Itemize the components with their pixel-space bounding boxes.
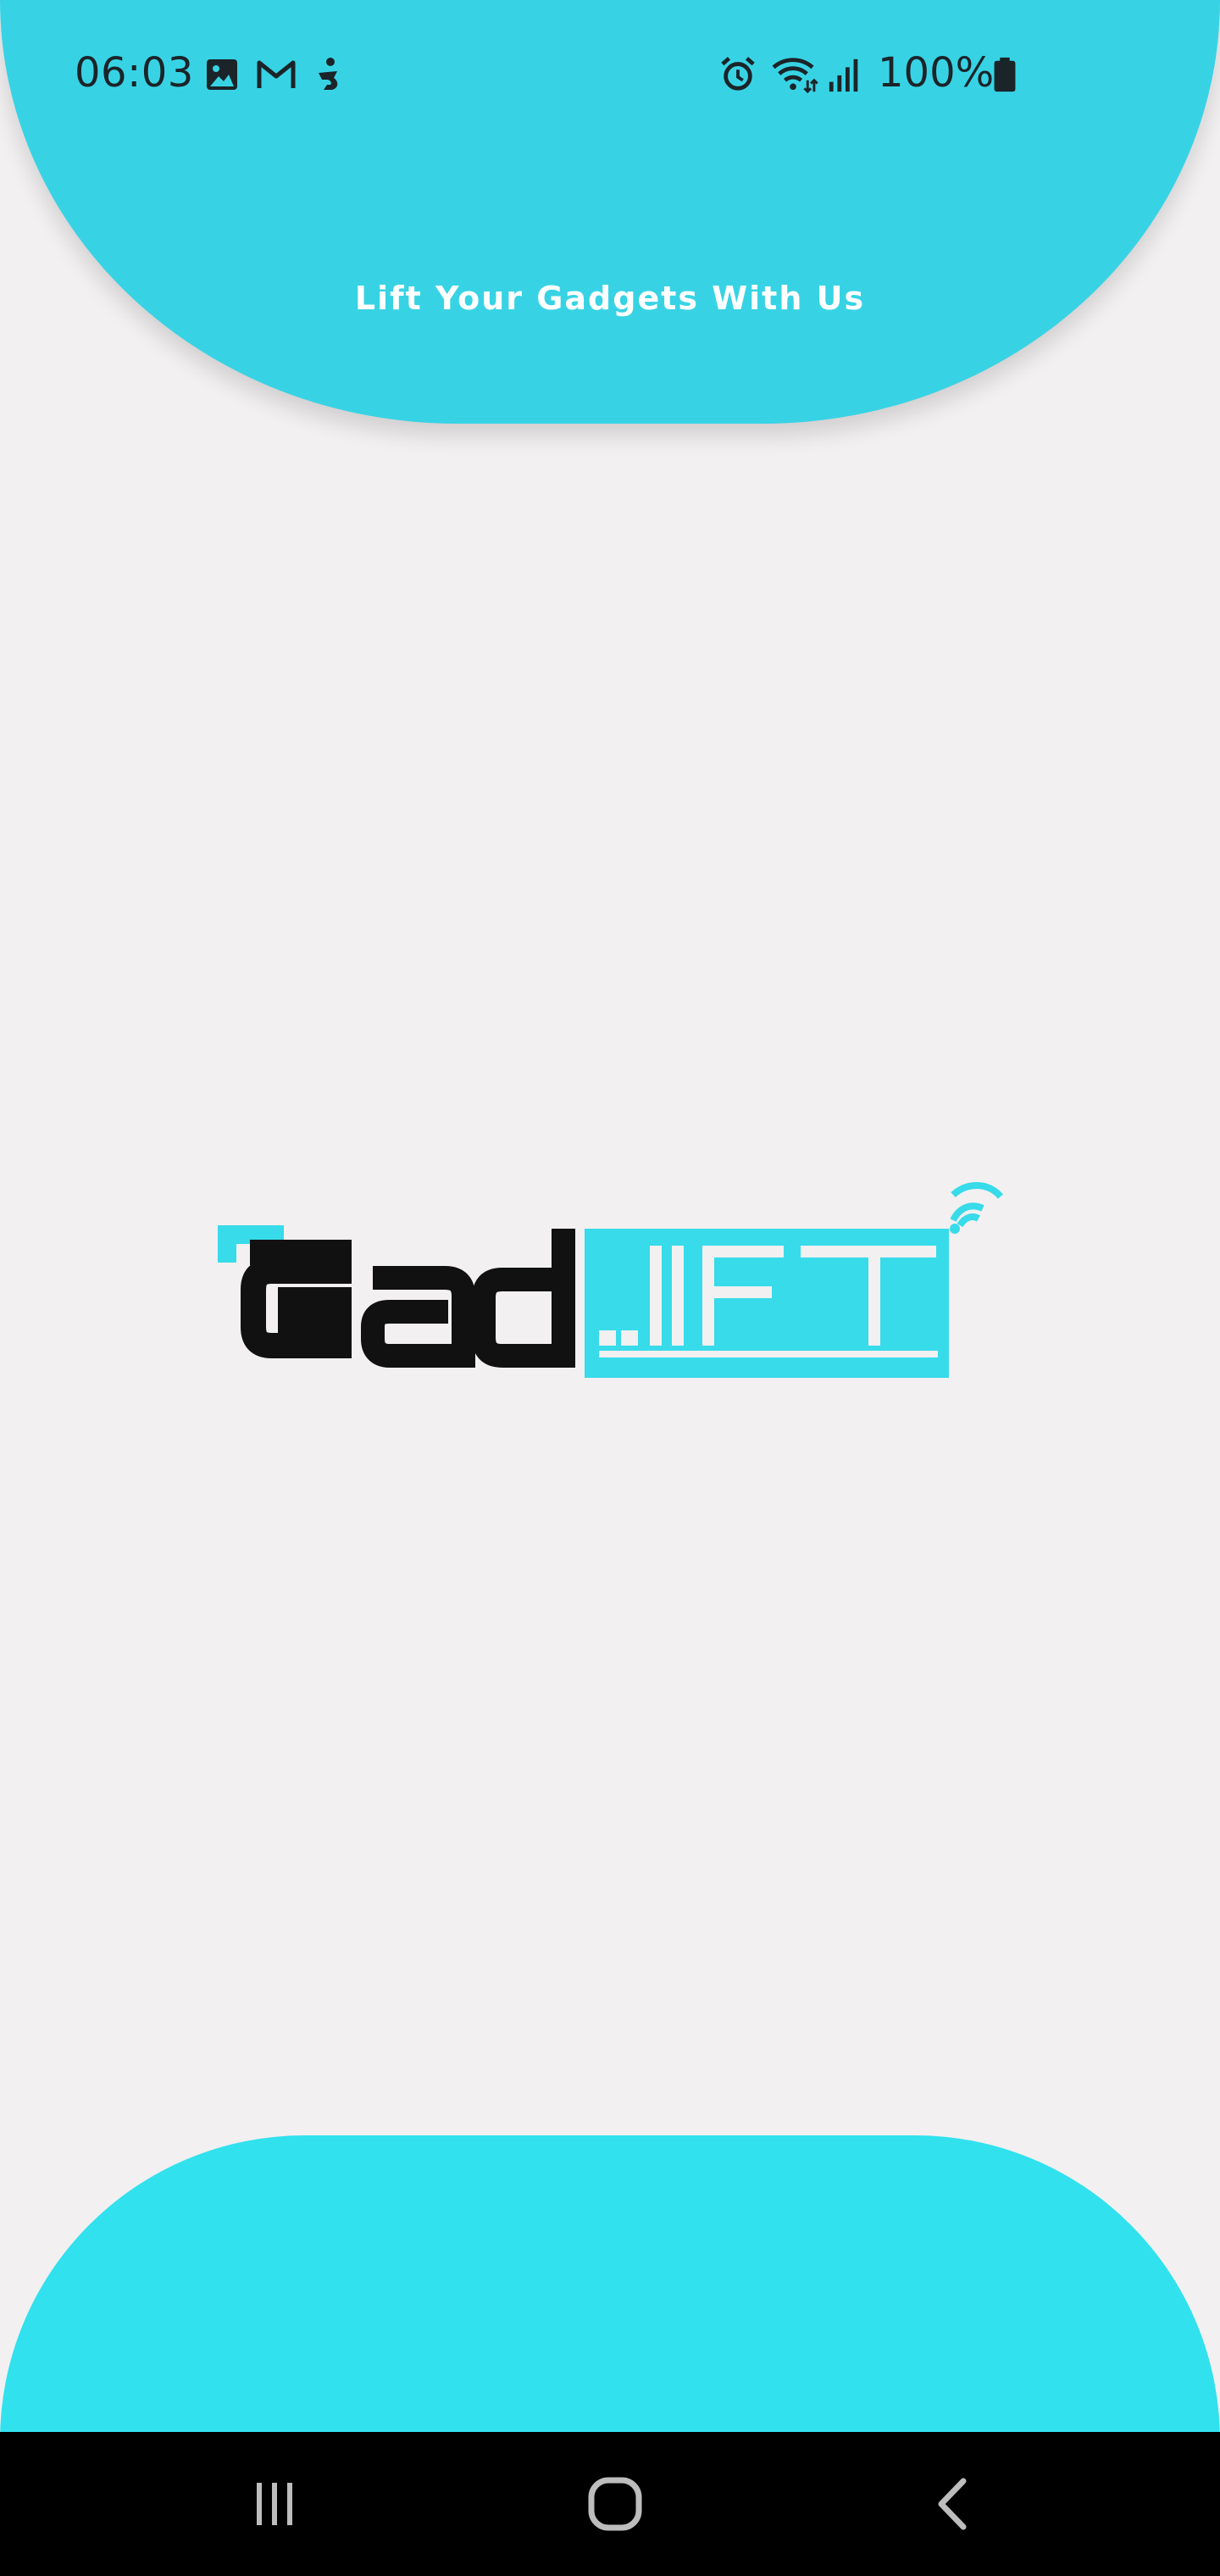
- alarm-icon: [721, 57, 755, 91]
- status-bar: 06:03: [0, 0, 1220, 153]
- gmail-icon: [257, 60, 296, 88]
- tagline: Lift Your Gadgets With Us: [354, 280, 866, 317]
- wifi-icon: [772, 58, 818, 93]
- logo-wifi-icon: [950, 1181, 1004, 1234]
- logo-letter-g: [241, 1240, 352, 1358]
- status-time: 06:03: [75, 49, 194, 97]
- battery-percent: 100%: [878, 49, 995, 97]
- navigation-bar: [0, 2432, 1220, 2576]
- recent-apps-icon: [257, 2483, 292, 2525]
- gadlift-logo: [218, 1181, 1004, 1378]
- signal-icon: [829, 58, 858, 92]
- home-button[interactable]: [564, 2457, 666, 2551]
- accessibility-icon: [319, 58, 338, 90]
- battery-icon: [994, 57, 1016, 92]
- back-icon: [938, 2478, 967, 2530]
- gallery-icon: [207, 59, 237, 90]
- recent-apps-button[interactable]: [224, 2457, 325, 2551]
- back-button[interactable]: [903, 2457, 1005, 2551]
- home-icon: [588, 2477, 642, 2531]
